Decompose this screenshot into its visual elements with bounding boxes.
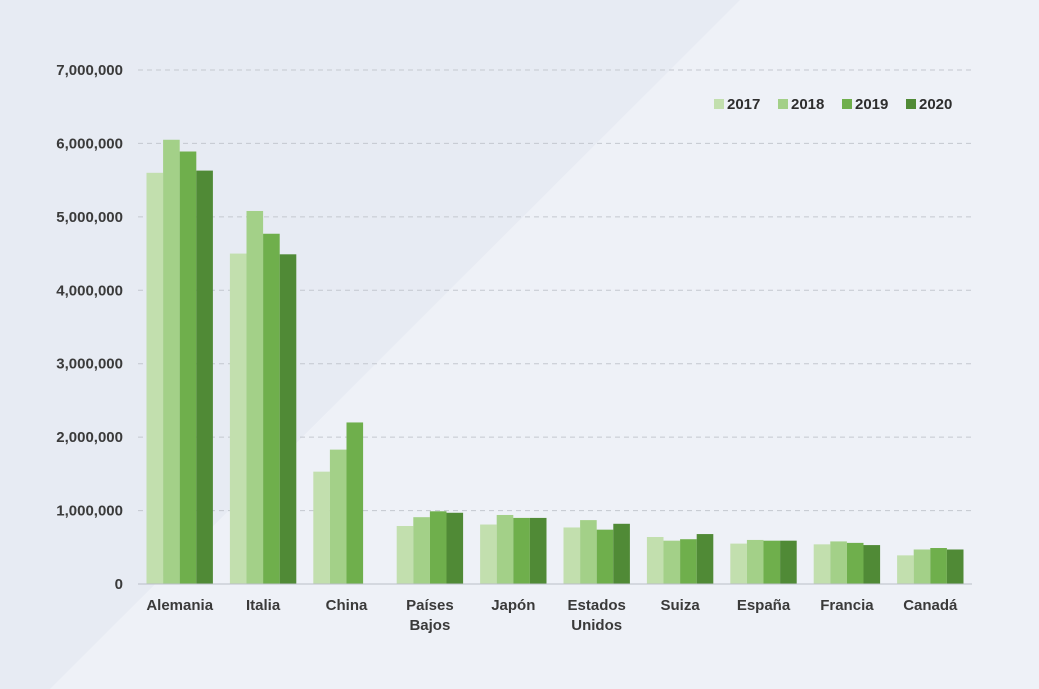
x-tick-label: Italia [246, 597, 281, 614]
bar-2020 [446, 512, 464, 584]
y-tick-label: 0 [115, 576, 123, 593]
x-tick-label: China [326, 597, 368, 614]
bar-2017 [480, 524, 497, 584]
bar-2020 [613, 523, 630, 584]
x-tick-label-line: Países [406, 597, 454, 614]
bar-2017 [396, 525, 414, 584]
x-tick-label-line: España [737, 597, 791, 614]
x-tick-label: España [737, 597, 791, 614]
x-tick-label-line: Unidos [571, 617, 622, 634]
bar-2017 [146, 172, 164, 585]
x-tick-label: Alemania [146, 597, 213, 614]
bar-2018 [580, 520, 597, 584]
bar-2019 [763, 540, 781, 584]
bars [146, 139, 964, 585]
bar-2017 [563, 527, 581, 584]
bar-2019 [596, 529, 614, 584]
x-tick-label: Suiza [661, 597, 701, 614]
legend-label-2019: 2019 [855, 96, 888, 113]
bar-2017 [646, 537, 664, 584]
x-tick-label-line: Estados [568, 597, 626, 614]
x-tick-label-line: Alemania [146, 597, 213, 614]
bar-2019 [346, 422, 364, 584]
bar-2017 [730, 543, 747, 584]
x-tick-label: Japón [491, 597, 535, 614]
legend-swatch-2017 [714, 99, 724, 109]
x-tick-label-line: Francia [820, 597, 874, 614]
bar-2017 [897, 555, 914, 584]
bar-2020 [279, 254, 297, 584]
x-tick-label: Canadá [903, 597, 958, 614]
bar-2020 [946, 549, 964, 584]
bar-2018 [246, 210, 264, 585]
y-tick-label: 7,000,000 [56, 62, 123, 79]
y-tick-label: 4,000,000 [56, 282, 123, 299]
bar-2020 [863, 545, 881, 584]
y-tick-label: 5,000,000 [56, 209, 123, 226]
bar-2017 [313, 471, 330, 584]
bar-2019 [513, 517, 530, 584]
x-tick-label-line: Bajos [409, 617, 450, 634]
bar-2018 [746, 539, 764, 584]
bar-2018 [913, 549, 931, 584]
legend-label-2017: 2017 [727, 96, 760, 113]
legend-swatch-2020 [906, 99, 916, 109]
x-tick-label-line: Suiza [661, 597, 701, 614]
legend-swatch-2019 [842, 99, 852, 109]
bar-2020 [696, 534, 714, 584]
bar-2019 [429, 511, 447, 584]
bar-2019 [680, 539, 697, 584]
bar-2020 [196, 170, 213, 584]
bar-2018 [663, 540, 681, 584]
bar-2020 [780, 540, 797, 584]
bar-2018 [163, 139, 180, 584]
bar-2019 [846, 542, 864, 584]
bar-2018 [830, 541, 847, 584]
legend: 2017 2018 2019 2020 [714, 96, 952, 113]
bar-2018 [329, 449, 347, 584]
y-tick-label: 1,000,000 [56, 503, 123, 520]
bar-2019 [263, 233, 280, 584]
bar-2019 [179, 151, 197, 584]
x-tick-label: Francia [820, 597, 874, 614]
x-tick-label: Países Bajos [406, 597, 454, 634]
x-tick-label-line: Canadá [903, 597, 958, 614]
bar-2017 [813, 544, 831, 584]
bar-2018 [413, 517, 430, 584]
legend-label-2020: 2020 [919, 96, 952, 113]
x-tick-label-line: Japón [491, 597, 535, 614]
legend-swatch-2018 [778, 99, 788, 109]
y-axis: 0 1,000,000 2,000,000 3,000,000 4,000,000 5,0… [56, 62, 123, 593]
legend-label-2018: 2018 [791, 96, 824, 113]
bar-2018 [496, 514, 514, 584]
bar-2020 [529, 517, 547, 584]
x-tick-label-line: Italia [246, 597, 281, 614]
bar-2019 [930, 548, 947, 584]
x-axis: Alemania Italia China Países Bajos Japón Estad… [146, 597, 958, 634]
y-tick-label: 2,000,000 [56, 429, 123, 446]
x-tick-label-line: China [326, 597, 368, 614]
y-tick-label: 6,000,000 [56, 135, 123, 152]
bar-2017 [229, 253, 247, 585]
y-tick-label: 3,000,000 [56, 356, 123, 373]
x-tick-label: Estados Unidos [568, 597, 626, 634]
